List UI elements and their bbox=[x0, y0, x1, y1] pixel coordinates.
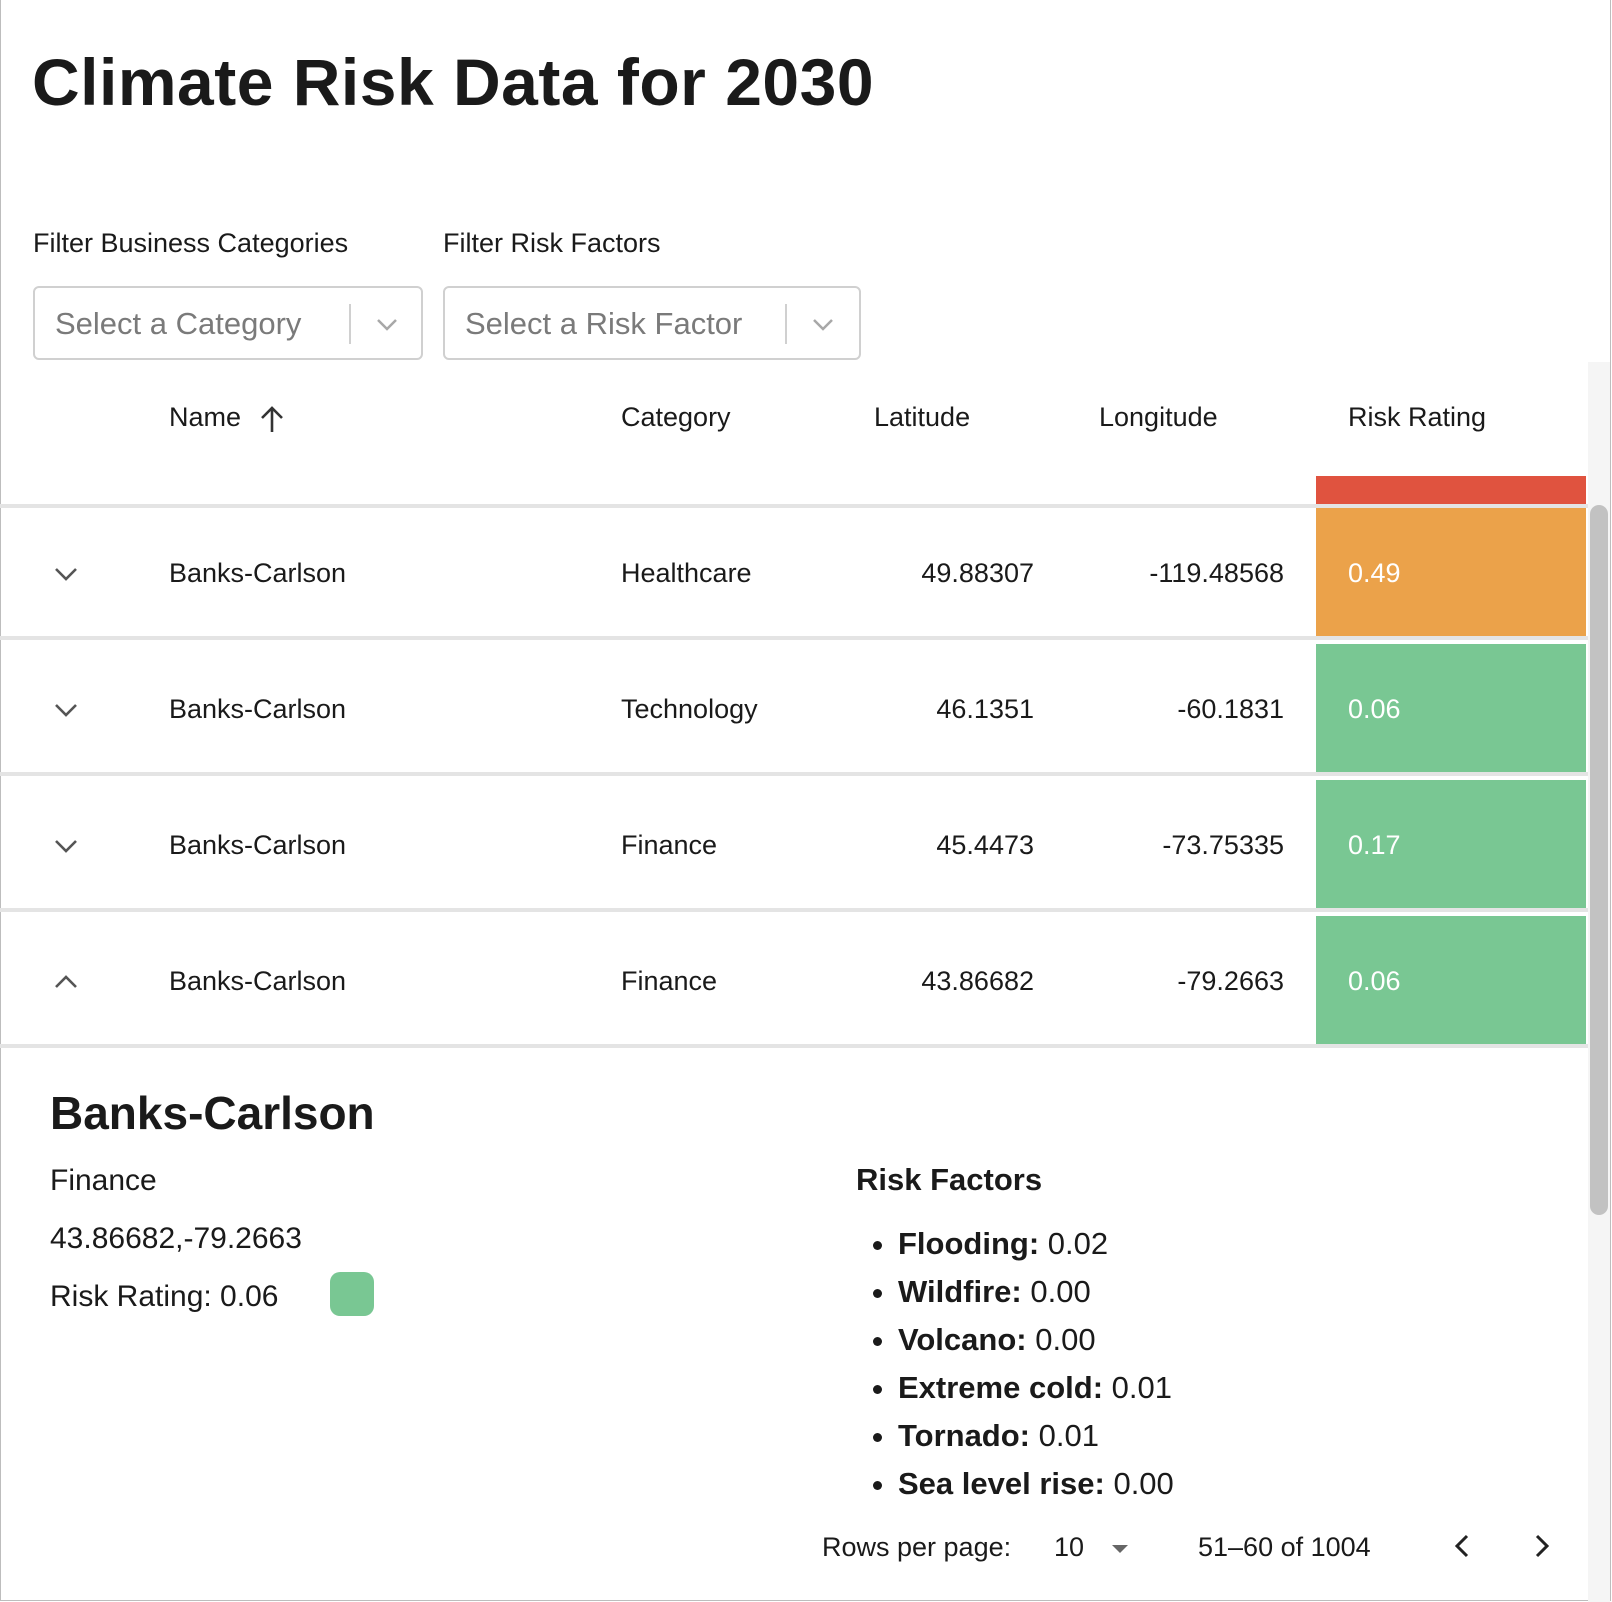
table-row[interactable]: Banks-Carlson Finance 45.4473 -73.75335 … bbox=[0, 780, 1588, 912]
risk-rating-value: 0.17 bbox=[1348, 830, 1401, 860]
cell-longitude: -119.48568 bbox=[1149, 558, 1284, 588]
risk-rating-value: 0.06 bbox=[1348, 966, 1401, 996]
risk-factor-value: 0.00 bbox=[1113, 1466, 1174, 1501]
cell-latitude: 45.4473 bbox=[936, 830, 1034, 860]
data-table: Name Category Latitude Longitude Risk Ra… bbox=[0, 362, 1588, 1602]
cell-risk-rating: 0.49 bbox=[1316, 508, 1586, 636]
risk-factor-select-placeholder: Select a Risk Factor bbox=[465, 306, 743, 341]
table-header: Name Category Latitude Longitude Risk Ra… bbox=[0, 362, 1588, 508]
chevron-up-icon[interactable] bbox=[50, 966, 82, 998]
cell-risk-rating: 0.17 bbox=[1316, 780, 1586, 908]
risk-factor-item: Wildfire: 0.00 bbox=[898, 1268, 1174, 1316]
detail-category: Finance bbox=[50, 1164, 157, 1197]
select-separator bbox=[785, 304, 787, 344]
rows-per-page-select[interactable]: 10 bbox=[1054, 1532, 1130, 1563]
risk-factor-item: Volcano: 0.00 bbox=[898, 1316, 1174, 1364]
rows-per-page-label: Rows per page: bbox=[822, 1532, 1012, 1562]
risk-factor-label: Flooding: bbox=[898, 1226, 1040, 1261]
header-divider bbox=[0, 504, 1588, 508]
category-filter-label: Filter Business Categories bbox=[33, 228, 349, 258]
cell-category: Technology bbox=[621, 694, 758, 724]
cell-category: Healthcare bbox=[621, 558, 752, 588]
chevron-down-icon[interactable] bbox=[50, 558, 82, 590]
caret-down-icon bbox=[1111, 1544, 1128, 1553]
column-header-longitude[interactable]: Longitude bbox=[1099, 402, 1218, 432]
page-range: 51–60 of 1004 bbox=[1198, 1532, 1371, 1562]
risk-factor-label: Wildfire: bbox=[898, 1274, 1022, 1309]
risk-factor-label: Extreme cold: bbox=[898, 1370, 1104, 1405]
select-separator bbox=[349, 304, 351, 344]
risk-factor-item: Flooding: 0.02 bbox=[898, 1220, 1174, 1268]
cell-name: Banks-Carlson bbox=[169, 558, 347, 588]
detail-coordinates: 43.86682,-79.2663 bbox=[50, 1222, 302, 1255]
chevron-down-icon[interactable] bbox=[50, 830, 82, 862]
risk-factors-title: Risk Factors bbox=[856, 1162, 1043, 1197]
column-header-risk-rating[interactable]: Risk Rating bbox=[1348, 402, 1487, 432]
chevron-right-icon[interactable] bbox=[1522, 1526, 1562, 1566]
chevron-down-icon[interactable] bbox=[50, 694, 82, 726]
pagination: Rows per page: 10 51–60 of 1004 bbox=[0, 1510, 1588, 1580]
cell-longitude: -73.75335 bbox=[1162, 830, 1284, 860]
risk-factor-label: Tornado: bbox=[898, 1418, 1031, 1453]
risk-rating-value: 0.49 bbox=[1348, 558, 1401, 588]
row-detail-panel: Banks-Carlson Finance 43.86682,-79.2663 … bbox=[0, 1050, 1588, 1602]
risk-factor-label: Volcano: bbox=[898, 1322, 1027, 1357]
detail-title: Banks-Carlson bbox=[50, 1087, 375, 1139]
cell-longitude: -60.1831 bbox=[1177, 694, 1284, 724]
risk-factor-value: 0.00 bbox=[1035, 1322, 1096, 1357]
table-row[interactable]: Banks-Carlson Technology 46.1351 -60.183… bbox=[0, 644, 1588, 776]
cell-category: Finance bbox=[621, 830, 718, 860]
cell-risk-rating: 0.06 bbox=[1316, 916, 1586, 1044]
cell-name: Banks-Carlson bbox=[169, 694, 347, 724]
category-select-placeholder: Select a Category bbox=[55, 306, 302, 341]
column-header-category[interactable]: Category bbox=[621, 402, 731, 432]
risk-factor-value: 0.01 bbox=[1038, 1418, 1099, 1453]
cell-longitude: -79.2663 bbox=[1177, 966, 1284, 996]
risk-factor-value: 0.00 bbox=[1030, 1274, 1091, 1309]
risk-factor-select[interactable]: Select a Risk Factor bbox=[443, 286, 861, 360]
category-select[interactable]: Select a Category bbox=[33, 286, 423, 360]
chevron-left-icon[interactable] bbox=[1442, 1526, 1482, 1566]
table-row[interactable]: Banks-Carlson Healthcare 49.88307 -119.4… bbox=[0, 508, 1588, 640]
cell-latitude: 49.88307 bbox=[921, 558, 1034, 588]
risk-factor-label: Sea level rise: bbox=[898, 1466, 1105, 1501]
risk-rating-header-bar bbox=[1316, 476, 1586, 504]
chevron-down-icon[interactable] bbox=[809, 310, 837, 338]
cell-name: Banks-Carlson bbox=[169, 830, 347, 860]
detail-risk-rating: Risk Rating: 0.06 bbox=[50, 1280, 279, 1313]
column-header-latitude[interactable]: Latitude bbox=[874, 402, 971, 432]
table-row[interactable]: Banks-Carlson Finance 43.86682 -79.2663 … bbox=[0, 916, 1588, 1048]
column-header-name[interactable]: Name bbox=[169, 402, 242, 432]
risk-filter-label: Filter Risk Factors bbox=[443, 228, 661, 258]
page-title: Climate Risk Data for 2030 bbox=[32, 45, 875, 119]
risk-factor-item: Sea level rise: 0.00 bbox=[898, 1460, 1174, 1508]
arrow-up-icon[interactable] bbox=[258, 404, 286, 434]
cell-latitude: 46.1351 bbox=[936, 694, 1034, 724]
cell-risk-rating: 0.06 bbox=[1316, 644, 1586, 772]
risk-factor-item: Tornado: 0.01 bbox=[898, 1412, 1174, 1460]
chevron-down-icon[interactable] bbox=[373, 310, 401, 338]
risk-rating-value: 0.06 bbox=[1348, 694, 1401, 724]
risk-color-swatch bbox=[330, 1272, 374, 1316]
risk-factor-value: 0.02 bbox=[1047, 1226, 1109, 1261]
risk-factor-item: Extreme cold: 0.01 bbox=[898, 1364, 1174, 1412]
cell-latitude: 43.86682 bbox=[921, 966, 1034, 996]
cell-category: Finance bbox=[621, 966, 718, 996]
rows-per-page-value: 10 bbox=[1054, 1532, 1085, 1562]
risk-factor-value: 0.01 bbox=[1111, 1370, 1172, 1405]
scrollbar-thumb[interactable] bbox=[1590, 505, 1608, 1215]
cell-name: Banks-Carlson bbox=[169, 966, 347, 996]
risk-factors-list: Flooding: 0.02 Wildfire: 0.00 Volcano: 0… bbox=[856, 1220, 1174, 1508]
